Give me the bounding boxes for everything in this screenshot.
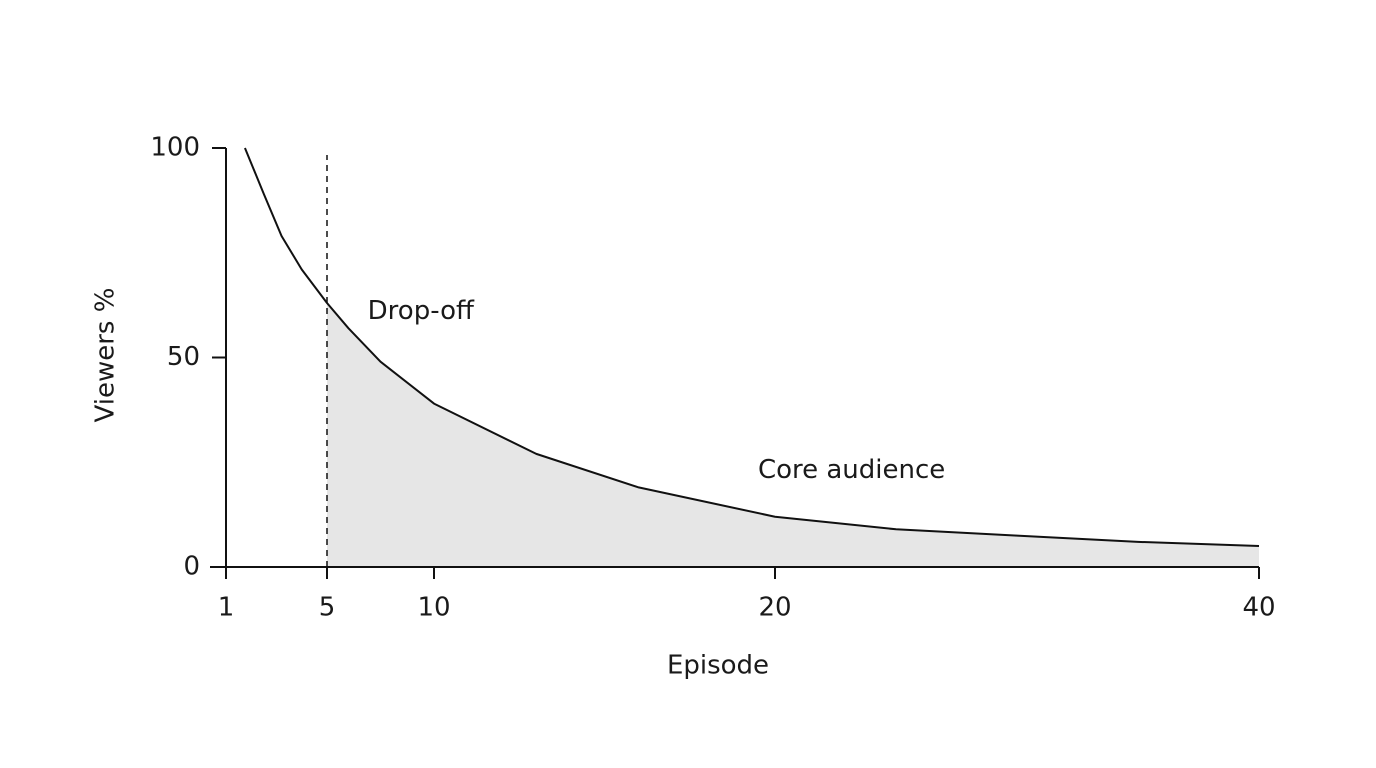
annotation: Drop-off [368,296,475,326]
y-tick-label: 0 [183,552,200,582]
annotation: Core audience [758,455,945,485]
x-tick-label: 10 [417,593,450,623]
x-tick-label: 5 [319,593,336,623]
x-axis-label: Episode [667,651,769,681]
line [244,147,1260,548]
shaded-area [327,303,1259,567]
y-tick-label: 100 [150,133,200,163]
x-tick-label: 40 [1242,593,1275,623]
x-tick-label: 20 [758,593,791,623]
y-tick-label: 50 [167,342,200,372]
y-axis-label: Viewers % [91,288,121,423]
x-tick-label: 1 [218,593,235,623]
